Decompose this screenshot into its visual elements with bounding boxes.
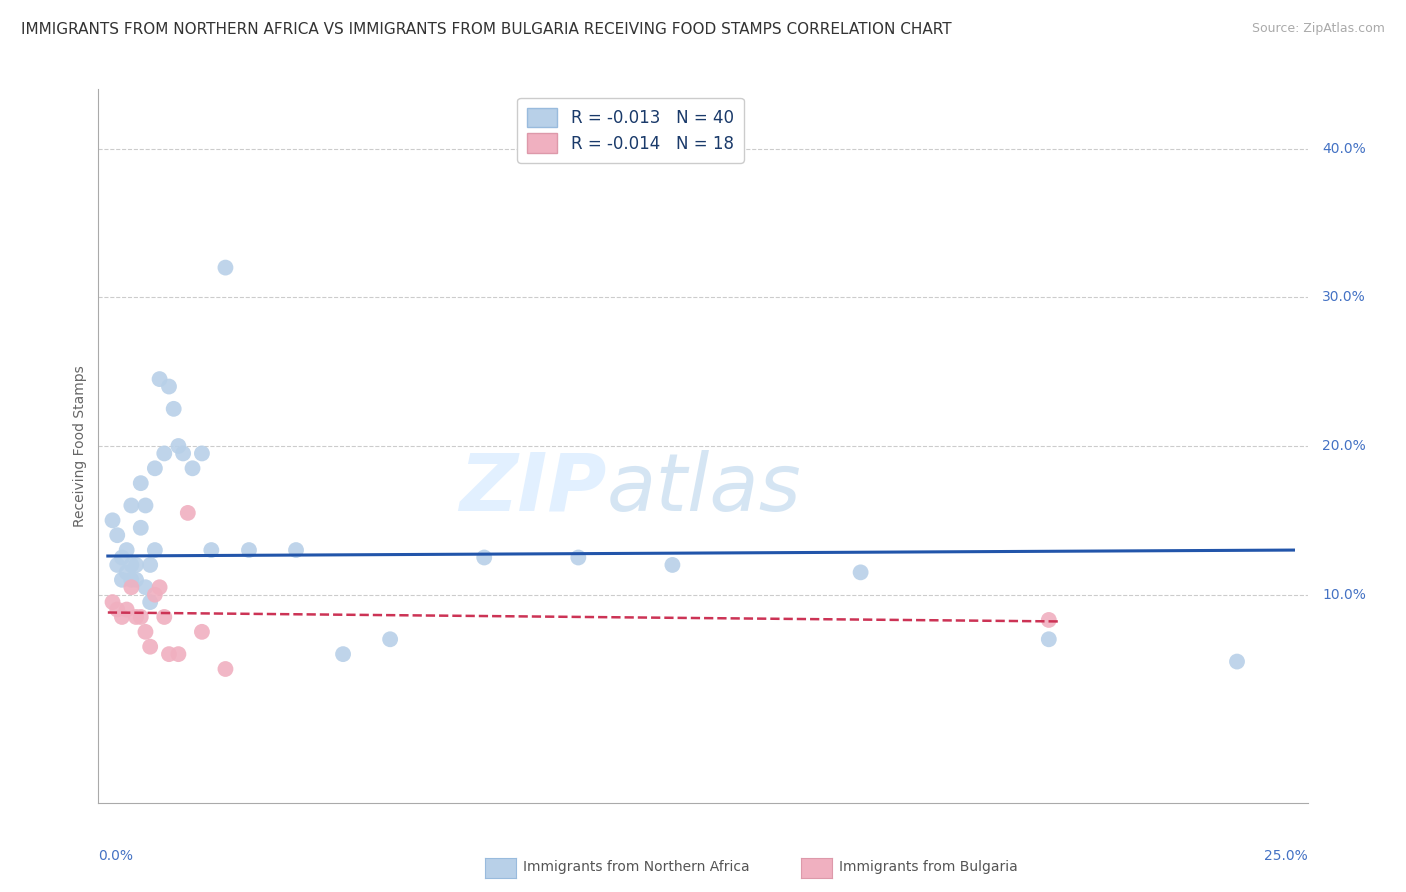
Point (163, 401, 186, 416)
Point (129, 521, 152, 535)
Point (149, 372, 172, 386)
Point (120, 558, 142, 572)
Point (153, 446, 176, 460)
Point (111, 573, 134, 587)
Point (129, 476, 152, 491)
Point (167, 647, 190, 661)
Point (849, 566, 872, 580)
Point (191, 624, 214, 639)
Text: 20.0%: 20.0% (1322, 439, 1365, 453)
Point (1226, 655, 1249, 669)
Point (125, 573, 148, 587)
Point (120, 499, 142, 513)
Point (120, 580, 142, 594)
Point (332, 647, 354, 661)
Point (129, 610, 152, 624)
Text: 10.0%: 10.0% (1322, 588, 1367, 602)
Point (567, 550, 589, 565)
Text: IMMIGRANTS FROM NORTHERN AFRICA VS IMMIGRANTS FROM BULGARIA RECEIVING FOOD STAMP: IMMIGRANTS FROM NORTHERN AFRICA VS IMMIG… (21, 22, 952, 37)
Y-axis label: Receiving Food Stamps: Receiving Food Stamps (73, 365, 87, 527)
Text: atlas: atlas (606, 450, 801, 528)
Text: 25.0%: 25.0% (1264, 849, 1308, 863)
Point (378, 632, 401, 647)
Point (115, 566, 138, 580)
Text: 0.0%: 0.0% (98, 849, 134, 863)
Point (134, 499, 156, 513)
Legend: R = -0.013   N = 40, R = -0.014   N = 18: R = -0.013 N = 40, R = -0.014 N = 18 (517, 97, 744, 162)
Point (101, 513, 124, 527)
Point (1038, 632, 1060, 647)
Point (125, 558, 148, 572)
Point (153, 610, 176, 624)
Text: 30.0%: 30.0% (1322, 290, 1365, 304)
Text: 40.0%: 40.0% (1322, 142, 1365, 156)
Point (191, 446, 214, 460)
Point (143, 543, 166, 558)
Point (177, 506, 200, 520)
Point (172, 446, 194, 460)
Point (472, 550, 495, 565)
Point (157, 379, 180, 393)
Point (111, 610, 134, 624)
Point (157, 647, 180, 661)
Point (214, 260, 236, 275)
Point (125, 610, 148, 624)
Text: Immigrants from Bulgaria: Immigrants from Bulgaria (839, 860, 1018, 874)
Point (149, 580, 172, 594)
Point (200, 543, 222, 558)
Point (181, 461, 204, 475)
Point (285, 543, 308, 558)
Point (111, 550, 134, 565)
Text: ZIP: ZIP (458, 450, 606, 528)
Point (134, 624, 156, 639)
Point (105, 558, 128, 572)
Text: Source: ZipAtlas.com: Source: ZipAtlas.com (1251, 22, 1385, 36)
Point (238, 543, 260, 558)
Point (143, 461, 166, 475)
Point (139, 640, 162, 654)
Point (143, 588, 166, 602)
Text: Immigrants from Northern Africa: Immigrants from Northern Africa (523, 860, 749, 874)
Point (134, 580, 156, 594)
Point (115, 543, 138, 558)
Point (105, 602, 128, 616)
Point (1038, 613, 1060, 627)
Point (214, 662, 236, 676)
Point (101, 595, 124, 609)
Point (661, 558, 683, 572)
Point (139, 595, 162, 609)
Point (139, 558, 162, 572)
Point (120, 573, 142, 587)
Point (167, 439, 190, 453)
Point (105, 528, 128, 542)
Point (115, 602, 138, 616)
